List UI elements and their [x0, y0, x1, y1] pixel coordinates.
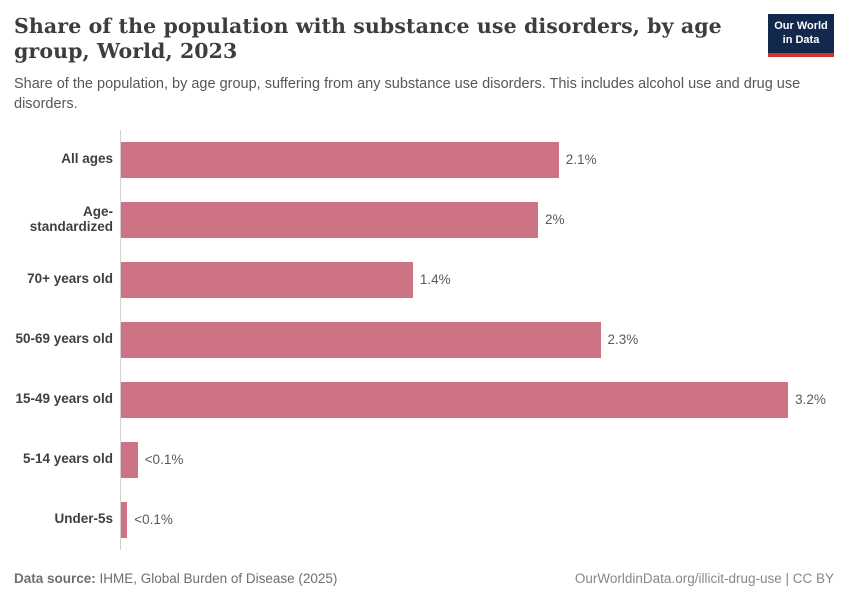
bar[interactable] — [121, 501, 128, 538]
bar-track: <0.1% — [120, 489, 834, 550]
bar-chart: All ages 2.1% Age-standardized 2% 70+ years … — [14, 129, 834, 550]
data-source-value: IHME, Global Burden of Disease (2025) — [95, 571, 338, 586]
bar-row: 15-49 years old 3.2% — [14, 369, 834, 430]
category-label: 15-49 years old — [15, 391, 113, 407]
bar-track: 2% — [120, 189, 834, 250]
category-label: 50-69 years old — [15, 331, 113, 347]
chart-subtitle: Share of the population, by age group, s… — [14, 76, 801, 113]
category-label: Age-standardized — [29, 203, 113, 234]
value-label: 1.4% — [419, 272, 451, 288]
bar[interactable] — [121, 321, 601, 358]
value-label: 2% — [544, 212, 565, 228]
owid-logo-line2: in Data — [782, 33, 820, 46]
bar-row: 5-14 years old <0.1% — [14, 429, 834, 490]
owid-logo-line1: Our World — [774, 20, 828, 32]
data-source: Data source: IHME, Global Burden of Dise… — [14, 571, 337, 586]
value-label: <0.1% — [144, 452, 184, 468]
category-label: All ages — [61, 151, 113, 167]
bar-track: 2.1% — [120, 129, 834, 190]
bar-track: 1.4% — [120, 249, 834, 310]
bar-track: <0.1% — [120, 429, 834, 490]
footer-link[interactable]: OurWorldinData.org/illicit-drug-use | CC… — [574, 571, 834, 586]
chart-footer: Data source: IHME, Global Burden of Dise… — [14, 571, 834, 586]
bar[interactable] — [121, 201, 538, 238]
value-label: 2.3% — [607, 332, 639, 348]
bar-row: Under-5s <0.1% — [14, 489, 834, 550]
chart-header: Share of the population with substance u… — [14, 14, 834, 64]
bar-row: 50-69 years old 2.3% — [14, 309, 834, 370]
bar-row: 70+ years old 1.4% — [14, 249, 834, 310]
category-label: Under-5s — [54, 511, 113, 527]
value-label: 3.2% — [795, 392, 826, 408]
category-label: 5-14 years old — [22, 451, 113, 467]
title-wrap: Share of the population with substance u… — [14, 14, 768, 64]
category-label: 70+ years old — [27, 271, 113, 287]
value-label: <0.1% — [134, 512, 173, 528]
owid-logo[interactable]: Our World in Data — [768, 14, 834, 57]
bar-row: Age-standardized 2% — [14, 189, 834, 250]
bar[interactable] — [121, 141, 559, 178]
bar-track: 3.2% — [120, 369, 834, 430]
bar[interactable] — [121, 381, 789, 418]
value-label: 2.1% — [565, 152, 597, 168]
bar[interactable] — [121, 441, 138, 478]
bar-row: All ages 2.1% — [14, 129, 834, 190]
bar-track: 2.3% — [120, 309, 834, 370]
bar[interactable] — [121, 261, 413, 298]
page-title: Share of the population with substance u… — [14, 14, 722, 63]
data-source-label: Data source: — [14, 571, 96, 586]
